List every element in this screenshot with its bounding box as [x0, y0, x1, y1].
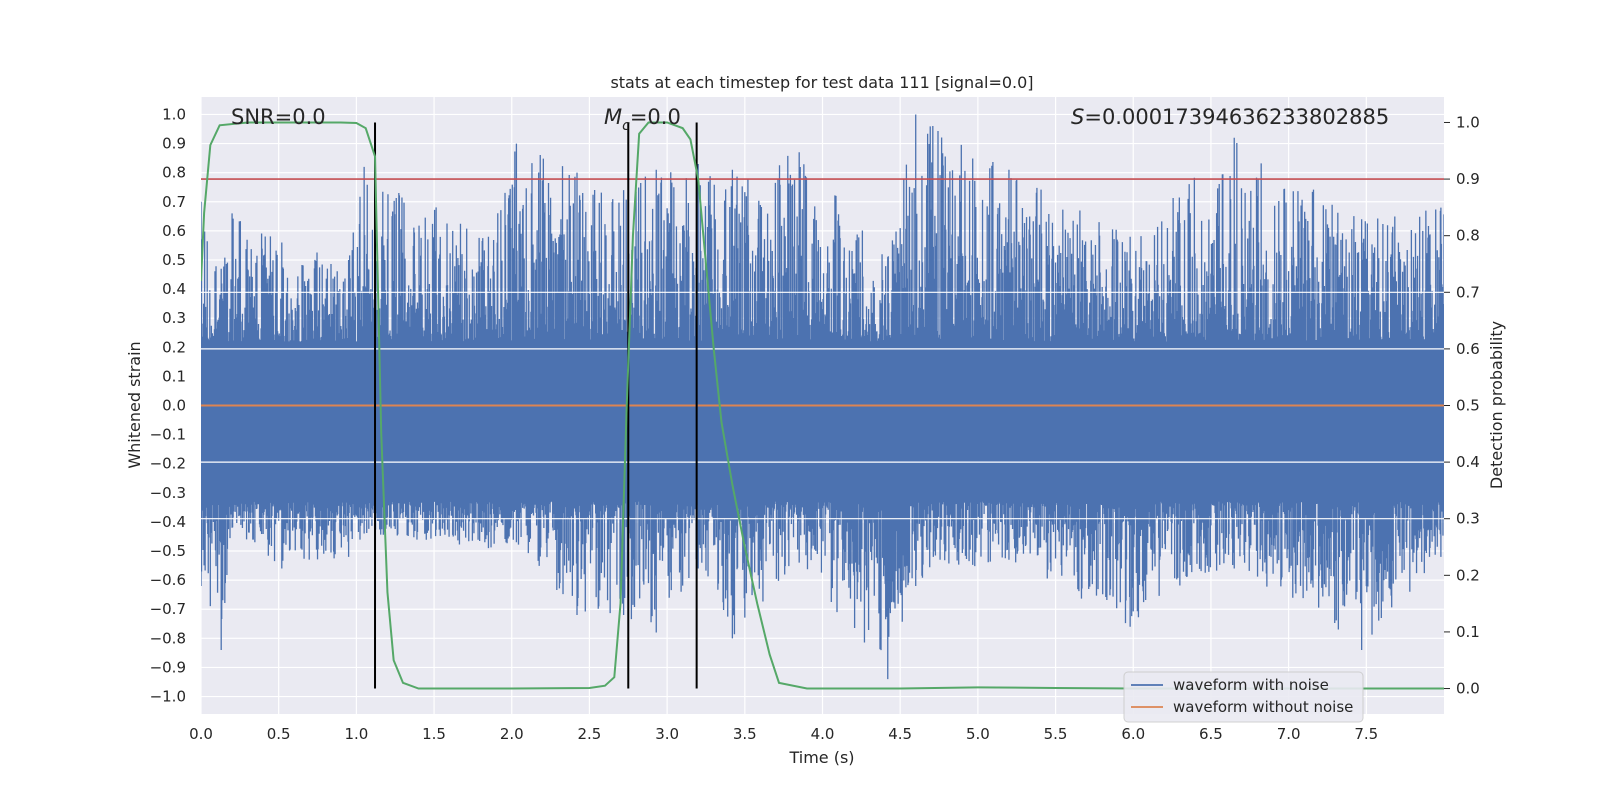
- y-tick-label-18: −0.8: [150, 629, 186, 647]
- overlay-lines: [201, 121, 1444, 690]
- y-tick-label-13: −0.3: [150, 484, 186, 502]
- y-tick-label-4: 0.6: [162, 222, 186, 240]
- x-tick-label-3: 1.5: [422, 725, 446, 743]
- s-value: =0.00017394636233802885: [1084, 105, 1389, 129]
- y-tick-label-20: −1.0: [150, 688, 186, 706]
- x-tick-label-15: 7.5: [1354, 725, 1378, 743]
- x-tick-label-14: 7.0: [1277, 725, 1301, 743]
- y2-tick-label-4: 0.6: [1456, 340, 1480, 358]
- legend-label-clean: waveform without noise: [1173, 698, 1353, 716]
- y2-tick-label-7: 0.3: [1456, 510, 1480, 528]
- legend-label-noise: waveform with noise: [1173, 676, 1329, 694]
- x-tick-label-1: 0.5: [267, 725, 291, 743]
- y-tick-label-5: 0.5: [162, 251, 186, 269]
- x-tick-label-2: 1.0: [344, 725, 368, 743]
- x-axis-label: Time (s): [788, 748, 854, 767]
- x-tick-label-6: 3.0: [655, 725, 679, 743]
- y-tick-label-14: −0.4: [150, 513, 186, 531]
- y-tick-label-11: −0.1: [150, 426, 186, 444]
- y2-tick-label-8: 0.2: [1456, 566, 1480, 584]
- x-tick-label-4: 2.0: [500, 725, 524, 743]
- chirp-mass-annotation: Mc=0.0: [604, 105, 681, 134]
- y-tick-label-15: −0.5: [150, 542, 186, 560]
- x-tick-label-5: 2.5: [578, 725, 602, 743]
- x-tick-label-8: 4.0: [811, 725, 835, 743]
- y2-tick-label-1: 0.9: [1456, 170, 1480, 188]
- y-tick-label-16: −0.6: [150, 571, 186, 589]
- y-tick-label-7: 0.3: [162, 309, 186, 327]
- legend-box: [1123, 671, 1364, 723]
- y-tick-label-12: −0.2: [150, 455, 186, 473]
- x-tick-label-0: 0.0: [189, 725, 213, 743]
- y-tick-label-17: −0.7: [150, 600, 186, 618]
- y-tick-label-3: 0.7: [162, 193, 186, 211]
- s-symbol: S: [1071, 105, 1084, 129]
- chart-title: stats at each timestep for test data 111…: [610, 73, 1033, 92]
- y2-tick-label-5: 0.5: [1456, 397, 1480, 415]
- y2-tick-label-3: 0.7: [1456, 283, 1480, 301]
- y2-axis-label: Detection probability: [1487, 321, 1506, 489]
- x-tick-label-9: 4.5: [888, 725, 912, 743]
- y-tick-label-19: −0.9: [150, 658, 186, 676]
- y2-tick-label-2: 0.8: [1456, 227, 1480, 245]
- x-tick-label-11: 5.5: [1044, 725, 1068, 743]
- x-tick-label-10: 5.0: [966, 725, 990, 743]
- y2-tick-label-0: 1.0: [1456, 113, 1480, 131]
- y-tick-label-0: 1.0: [162, 105, 186, 123]
- y2-tick-label-9: 0.1: [1456, 623, 1480, 641]
- y2-tick-label-6: 0.4: [1456, 453, 1480, 471]
- y-axis-right: 1.0 0.9 0.8 0.7 0.6 0.5 0.4 0.3 0.2 0.1 0.0: [1444, 113, 1480, 698]
- x-axis: 0.0 0.5 1.0 1.5 2.0 2.5 3.0 3.5 4.0 4.5 5.0 5.5 6.0 6…: [189, 725, 1378, 743]
- noise-strokes: [201, 114, 1444, 680]
- y-tick-label-6: 0.4: [162, 280, 186, 298]
- chirp-mass-subscript: c: [622, 118, 630, 134]
- y-tick-label-8: 0.2: [162, 338, 186, 356]
- chirp-mass-value: =0.0: [630, 105, 681, 129]
- y-tick-label-9: 0.1: [162, 367, 186, 385]
- chirp-mass-symbol: M: [604, 105, 622, 129]
- y-axis-left: 1.0 0.9 0.8 0.7 0.6 0.5 0.4 0.3 0.2 0.1 0.0 −0.1 −0.…: [150, 105, 186, 705]
- s-annotation: S=0.00017394636233802885: [1071, 105, 1389, 129]
- waveform-with-noise-series: [201, 114, 1444, 680]
- y-tick-label-10: 0.0: [162, 397, 186, 415]
- x-tick-label-7: 3.5: [733, 725, 757, 743]
- snr-annotation: SNR=0.0: [231, 105, 326, 129]
- y-axis-label: Whitened strain: [125, 341, 144, 468]
- y-tick-label-2: 0.8: [162, 164, 186, 182]
- legend: waveform with noise waveform without noi…: [1123, 671, 1364, 723]
- detection-probability-line: [201, 121, 1444, 690]
- x-tick-label-12: 6.0: [1121, 725, 1145, 743]
- y2-tick-label-10: 0.0: [1456, 680, 1480, 698]
- y-tick-label-1: 0.9: [162, 135, 186, 153]
- x-tick-label-13: 6.5: [1199, 725, 1223, 743]
